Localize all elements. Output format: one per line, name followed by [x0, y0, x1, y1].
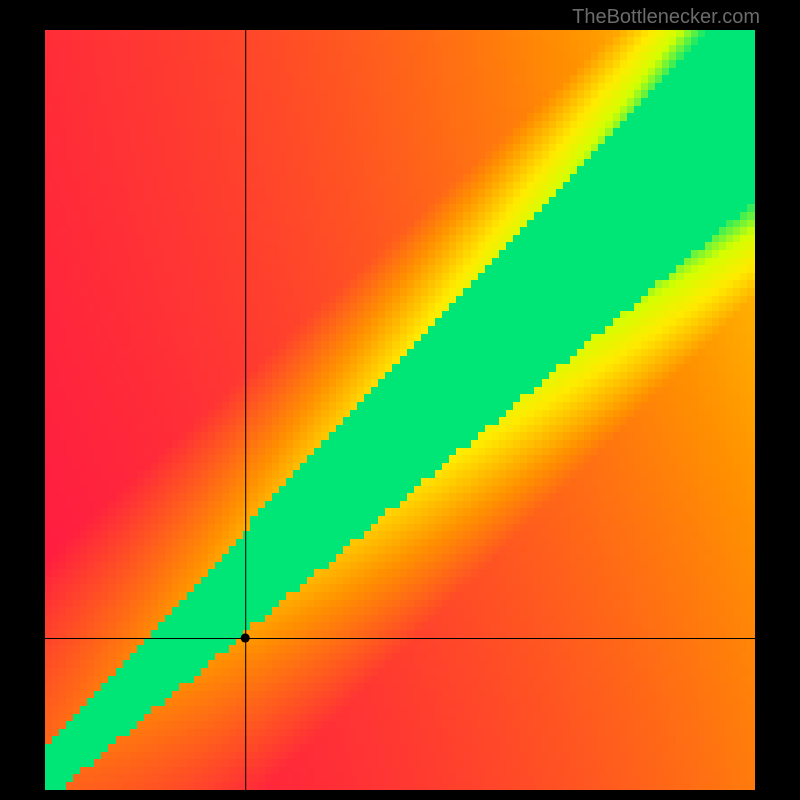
heatmap-canvas	[45, 30, 755, 790]
watermark-text: TheBottlenecker.com	[572, 6, 760, 29]
chart-container: TheBottlenecker.com	[0, 0, 800, 800]
heatmap-plot	[45, 30, 755, 790]
